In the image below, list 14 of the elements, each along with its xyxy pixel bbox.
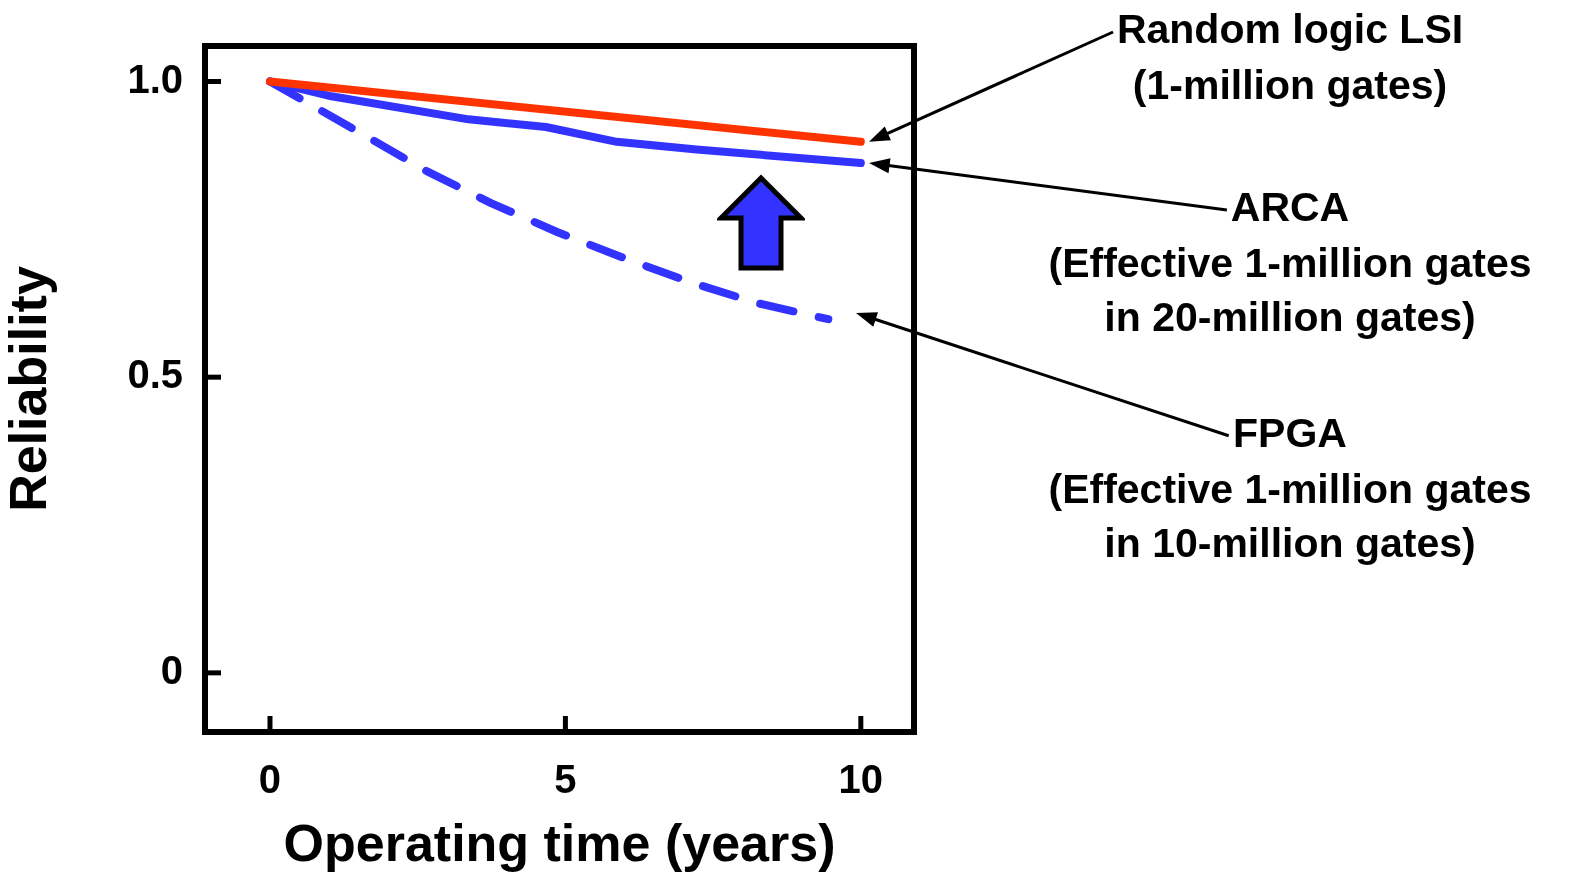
x-tick-label: 0	[258, 757, 282, 802]
x-axis-title: Operating time (years)	[283, 814, 836, 873]
y-tick-label: 1.0	[127, 56, 183, 101]
text: (Effective 1-million gates in 10-million gates)	[1048, 466, 1532, 567]
text: FPGA	[1233, 410, 1347, 457]
y-axis-title: Reliability	[0, 266, 57, 512]
text: ARCA	[1230, 184, 1350, 231]
y-tick-label: 0.5	[127, 352, 183, 397]
x-tick-label: 10	[838, 757, 884, 802]
text: (1-million gates)	[1132, 62, 1448, 109]
y-tick-label: 0	[160, 647, 183, 692]
text: Random logic LSI	[1116, 6, 1464, 53]
text: (Effective 1-million gates in 20-million gates)	[1048, 240, 1532, 341]
x-tick-label: 5	[554, 757, 577, 802]
